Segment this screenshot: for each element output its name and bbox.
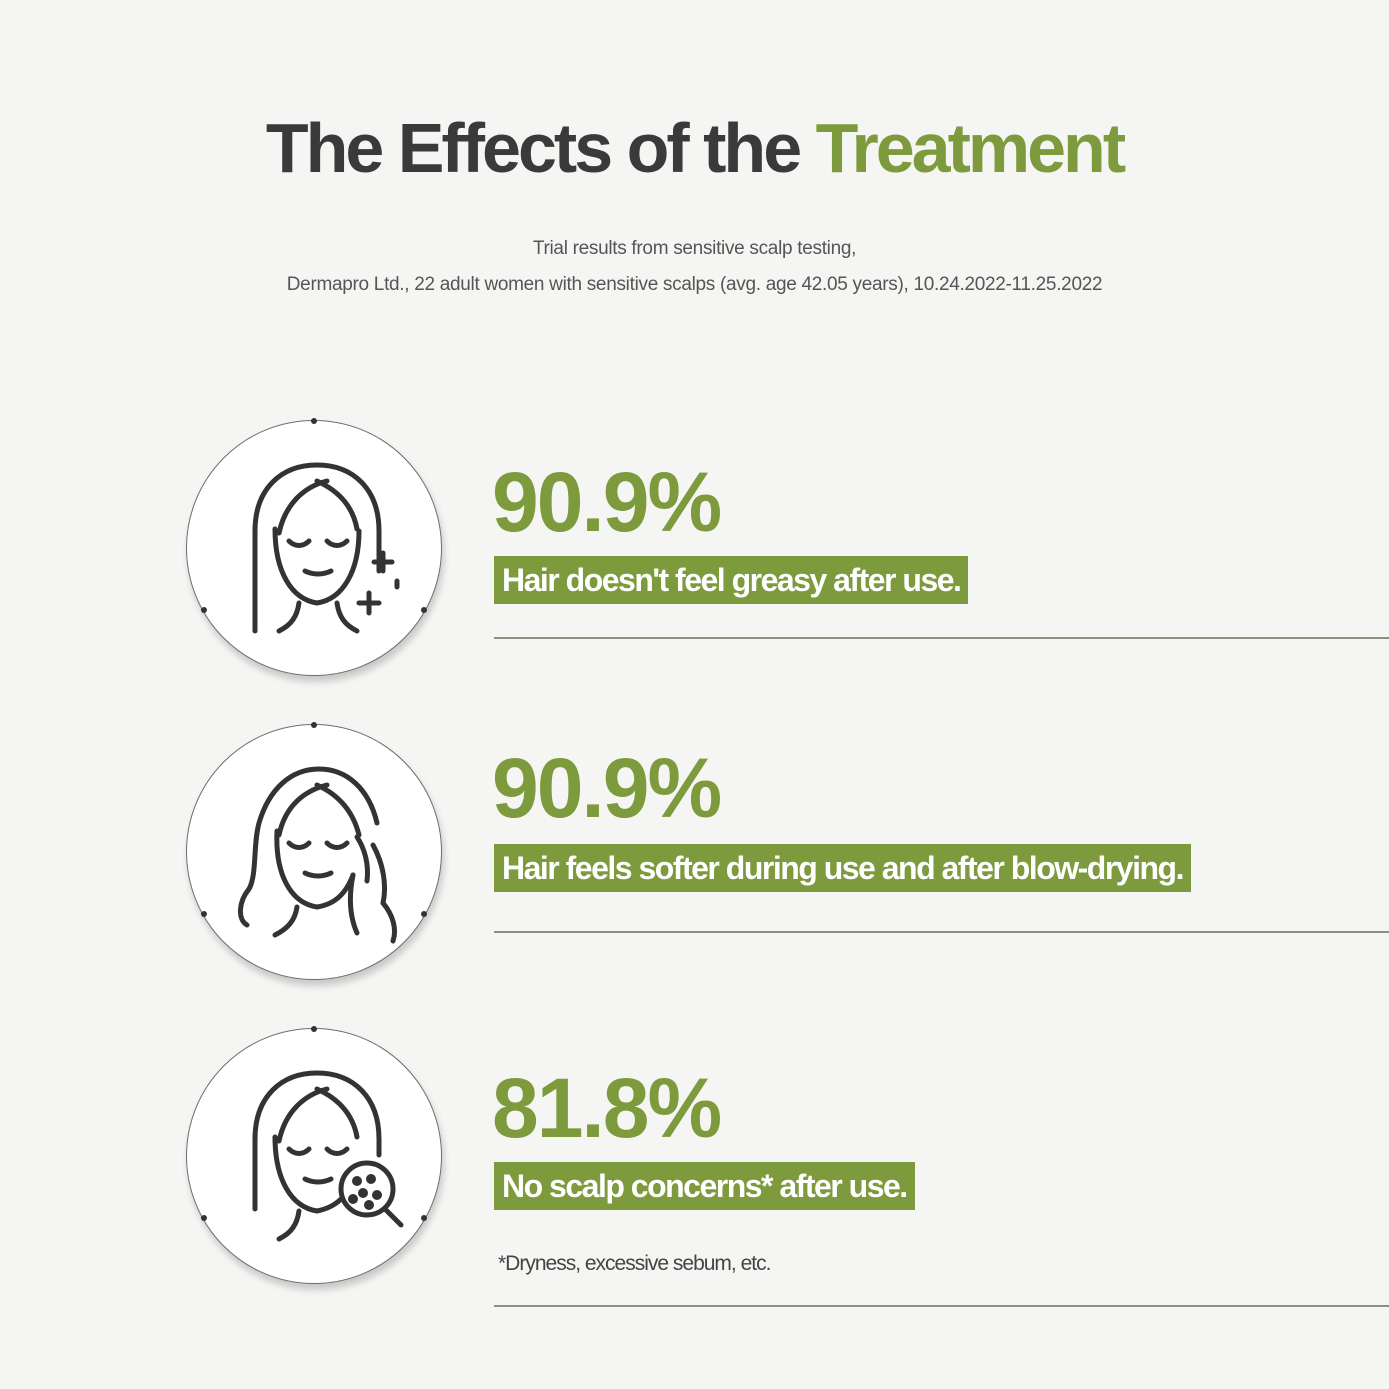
title-main: The Effects of the — [265, 109, 816, 187]
result-2-label: Hair feels softer during use and after b… — [494, 844, 1191, 892]
result-3-label: No scalp concerns* after use. — [494, 1162, 915, 1210]
title-accent: Treatment — [815, 109, 1127, 187]
result-3-percent: 81.8% — [492, 1061, 722, 1155]
result-1-label: Hair doesn't feel greasy after use. — [494, 556, 969, 604]
woman-sparkle-icon — [186, 418, 442, 676]
footnote: *Dryness, excessive sebum, etc. — [498, 1252, 771, 1275]
subtitle-line-2: Dermapro Ltd., 22 adult women with sensi… — [286, 274, 1103, 295]
woman-magnifier-icon — [186, 1026, 442, 1284]
divider-1 — [494, 637, 1389, 639]
subtitle-line-1: Trial results from sensitive scalp testi… — [532, 238, 857, 259]
divider-3 — [494, 1305, 1389, 1307]
result-2-percent: 90.9% — [492, 741, 722, 835]
page-title: The Effects of the Treatment — [0, 108, 1389, 188]
woman-touching-hair-icon — [186, 722, 442, 980]
result-1-percent: 90.9% — [492, 455, 722, 549]
divider-2 — [494, 931, 1389, 933]
